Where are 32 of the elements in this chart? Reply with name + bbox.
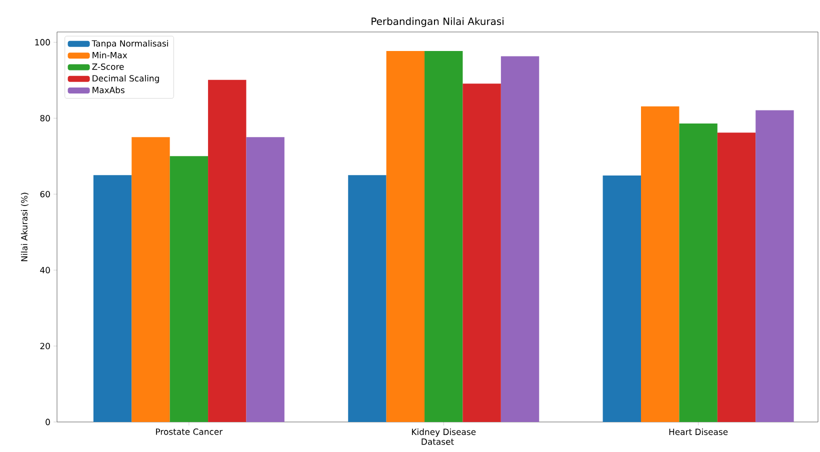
bar xyxy=(462,84,501,422)
x-tick-label: Prostate Cancer xyxy=(156,428,223,435)
chart-title: Perbandingan Nilai Akurasi xyxy=(372,17,504,27)
bar xyxy=(500,56,540,422)
bar xyxy=(641,106,680,422)
y-tick-label: 100 xyxy=(35,39,50,46)
bar xyxy=(717,132,756,422)
y-axis-title: Nilai Akurasi (%) xyxy=(20,192,28,262)
bar xyxy=(756,110,794,422)
y-tick-label: 0 xyxy=(46,418,50,426)
legend-label: Min-Max xyxy=(92,52,128,58)
x-axis-title: Dataset xyxy=(422,438,454,445)
bar xyxy=(170,156,208,422)
y-tick-label: 20 xyxy=(40,342,50,350)
x-tick-label: Heart Disease xyxy=(669,428,728,436)
y-tick-label: 60 xyxy=(40,190,50,198)
bar xyxy=(132,137,170,422)
bar xyxy=(246,137,284,422)
bar xyxy=(679,124,718,422)
legend-label: Tanpa Normalisasi xyxy=(92,40,168,48)
legend-label: Decimal Scaling xyxy=(92,74,159,84)
y-tick-label: 80 xyxy=(40,114,50,122)
bar xyxy=(386,50,425,422)
bar xyxy=(208,80,246,422)
bar xyxy=(424,50,463,422)
legend-label: MaxAbs xyxy=(92,86,124,94)
legend-label: Z-Score xyxy=(92,63,124,70)
bar xyxy=(93,175,132,422)
bar xyxy=(602,176,641,422)
bar xyxy=(348,175,386,422)
x-tick-label: Kidney Disease xyxy=(412,428,476,437)
y-tick-label: 40 xyxy=(40,266,50,274)
